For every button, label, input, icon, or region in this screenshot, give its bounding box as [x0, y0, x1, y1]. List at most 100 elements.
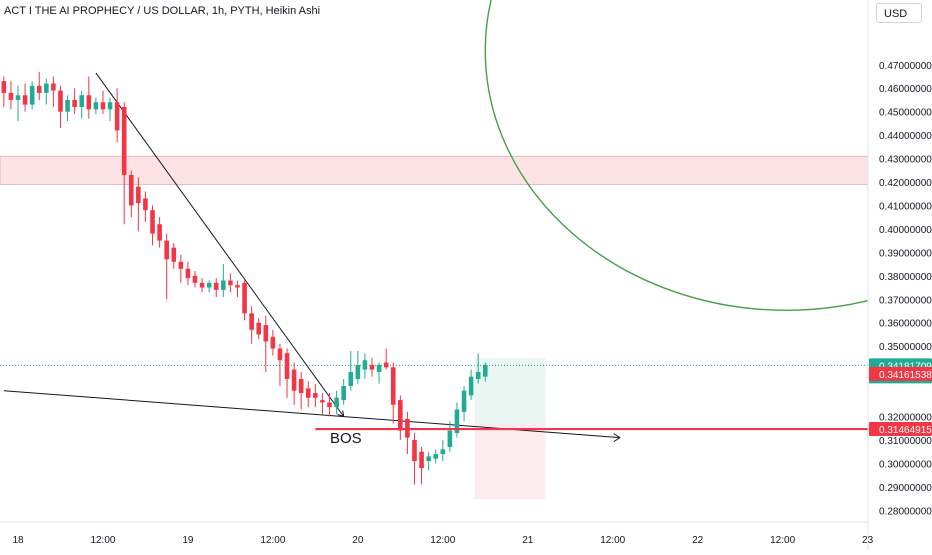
candle-body — [482, 364, 488, 377]
candle-body — [412, 439, 417, 462]
candle-body — [376, 364, 382, 372]
candle-body — [305, 388, 311, 398]
candle-body — [192, 275, 198, 283]
candle-body — [22, 95, 28, 105]
y-tick-label: 0.35000000 — [879, 342, 932, 353]
candle-body — [199, 282, 205, 288]
bos-price-tag-text: 0.31464915 — [879, 425, 932, 436]
currency-button[interactable]: USD — [876, 3, 922, 23]
candle-body — [213, 282, 219, 290]
candle-body — [249, 313, 254, 330]
candle-body — [79, 95, 85, 107]
prev-price-tag-bg — [869, 366, 932, 381]
candle-body — [36, 85, 42, 93]
y-tick-label: 0.46000000 — [879, 84, 932, 95]
y-tick-label: 0.43000000 — [879, 155, 932, 166]
x-tick-label: 12:00 — [600, 535, 625, 546]
candle-body — [454, 409, 460, 433]
y-tick-label: 0.41000000 — [879, 201, 932, 212]
y-tick-label: 0.30000000 — [879, 459, 932, 470]
candle-body — [320, 400, 325, 403]
candle-body — [298, 378, 304, 394]
x-tick-label: 12:00 — [430, 535, 455, 546]
x-tick-label: 19 — [182, 535, 194, 546]
candle-body — [369, 364, 375, 370]
candle-body — [327, 402, 332, 408]
x-tick-label: 12:00 — [260, 535, 285, 546]
candle-body — [136, 186, 141, 204]
y-tick-label: 0.32000000 — [879, 413, 932, 424]
candle-body — [107, 102, 113, 110]
candle-body — [65, 99, 70, 112]
candle-body — [114, 102, 120, 131]
candle-body — [277, 348, 283, 361]
candle-body — [185, 268, 191, 279]
candle-body — [29, 85, 35, 105]
circle-drawing — [484, 0, 932, 311]
candle-body — [93, 102, 99, 110]
y-tick-label: 0.29000000 — [879, 483, 932, 494]
candle-body — [348, 371, 354, 387]
candle-body — [447, 430, 453, 447]
candle-body — [263, 325, 269, 342]
candle-body — [433, 454, 439, 459]
x-tick-label: 23 — [862, 535, 874, 546]
candle-body — [221, 280, 226, 290]
candle-body — [355, 364, 361, 379]
resistance-zone — [0, 155, 869, 185]
x-tick-label: 20 — [352, 535, 364, 546]
y-tick-label: 0.28000000 — [879, 506, 932, 517]
candle-body — [51, 83, 56, 91]
candle-body — [206, 282, 212, 288]
candle-body — [157, 224, 162, 241]
candle-body — [228, 280, 233, 286]
bos-label: BOS — [330, 430, 362, 447]
candle-body — [398, 400, 403, 431]
y-tick-label: 0.36000000 — [879, 319, 932, 330]
y-tick-label: 0.42000000 — [879, 178, 932, 189]
price-axis — [868, 0, 932, 550]
candle-body — [284, 353, 290, 379]
y-tick-label: 0.44000000 — [879, 131, 932, 142]
candle-body — [58, 90, 63, 112]
candle-body — [143, 198, 148, 211]
x-tick-label: 12:00 — [770, 535, 795, 546]
x-tick-label: 18 — [12, 535, 24, 546]
y-tick-label: 0.37000000 — [879, 295, 932, 306]
y-tick-label: 0.47000000 — [879, 61, 932, 72]
candle-body — [362, 360, 368, 370]
candle-body — [341, 386, 346, 401]
candle-body — [440, 449, 446, 455]
candle-body — [475, 371, 481, 379]
bos-price-tag: 0.31464915 — [869, 422, 932, 437]
prev-price-tag: 0.34161538 — [869, 366, 932, 381]
candle-body — [291, 369, 297, 391]
x-tick-label: 21 — [522, 535, 534, 546]
candle-body — [270, 336, 276, 349]
candle-body — [150, 210, 155, 234]
position-stop-zone — [474, 424, 546, 500]
candle-body — [1, 81, 7, 93]
y-tick-label: 0.40000000 — [879, 225, 932, 236]
x-tick-label: 22 — [692, 535, 704, 546]
candle-body — [313, 393, 318, 398]
candle-body — [390, 367, 396, 405]
candle-body — [100, 102, 106, 110]
candle-body — [419, 451, 424, 469]
y-tick-label: 0.39000000 — [879, 248, 932, 259]
candle-body — [256, 322, 262, 335]
x-tick-label: 12:00 — [90, 535, 115, 546]
y-tick-label: 0.38000000 — [879, 272, 932, 283]
candle-body — [121, 106, 127, 175]
candle-body — [461, 390, 467, 412]
candle-body — [44, 83, 49, 93]
candle-body — [178, 261, 184, 269]
trend-line — [95, 72, 345, 417]
candle-body — [8, 92, 14, 100]
candle-body — [426, 456, 431, 462]
prev-price-tag-text: 0.34161538 — [879, 370, 932, 381]
trend-line-arrowhead — [613, 433, 621, 443]
candle-body — [86, 95, 92, 110]
